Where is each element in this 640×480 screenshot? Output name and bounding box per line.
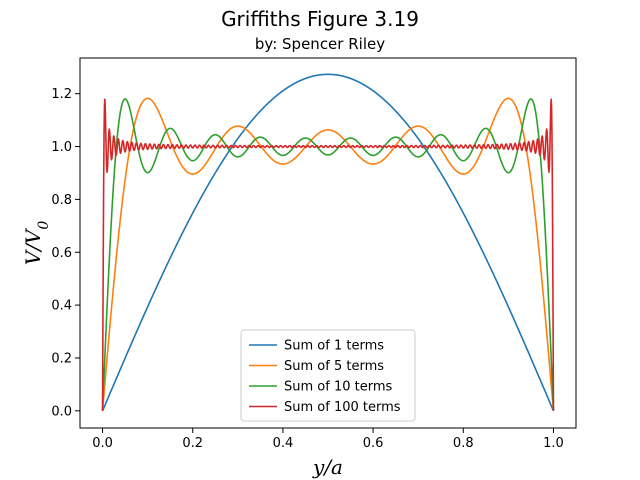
x-tick-label: 1.0	[543, 436, 564, 451]
x-axis: 0.0 0.2 0.4 0.6 0.8 1.0	[92, 428, 564, 451]
y-tick-label: 1.2	[51, 87, 72, 102]
y-tick-label: 1.0	[51, 140, 72, 155]
x-tick-label: 0.4	[273, 436, 294, 451]
y-tick-label: 0.6	[51, 246, 72, 261]
y-tick-label: 0.2	[51, 351, 72, 366]
series-line-10-terms	[101, 98, 555, 411]
chart-subtitle: by: Spencer Riley	[255, 35, 385, 53]
y-axis-label: V/V0	[21, 221, 52, 266]
y-axis-label-main: V/V	[21, 227, 45, 265]
series-line-5-terms	[101, 97, 555, 411]
chart-title: Griffiths Figure 3.19	[221, 7, 419, 31]
legend-label: Sum of 1 terms	[284, 339, 384, 354]
legend-box	[240, 329, 416, 422]
y-tick-label: 0.4	[51, 299, 72, 314]
series-line-1-terms	[101, 73, 555, 412]
y-tick-label: 0.0	[51, 404, 72, 419]
legend-label: Sum of 100 terms	[284, 400, 401, 415]
x-tick-label: 0.2	[182, 436, 203, 451]
legend: Sum of 1 terms Sum of 5 terms Sum of 10 te…	[240, 329, 416, 422]
legend-label: Sum of 10 terms	[284, 380, 392, 395]
legend-label: Sum of 5 terms	[284, 359, 384, 374]
series-lines	[101, 73, 555, 412]
y-tick-label: 0.8	[51, 193, 72, 208]
series-line-100-terms	[101, 98, 555, 411]
x-tick-label: 0.8	[453, 436, 474, 451]
x-axis-label: y/a	[312, 455, 343, 479]
x-tick-label: 0.0	[92, 436, 113, 451]
plot-frame	[79, 57, 577, 429]
y-axis-label-subscript: 0	[36, 221, 52, 230]
x-tick-label: 0.6	[363, 436, 384, 451]
y-axis: 0.0 0.2 0.4 0.6 0.8 1.0 1.2	[51, 87, 80, 419]
